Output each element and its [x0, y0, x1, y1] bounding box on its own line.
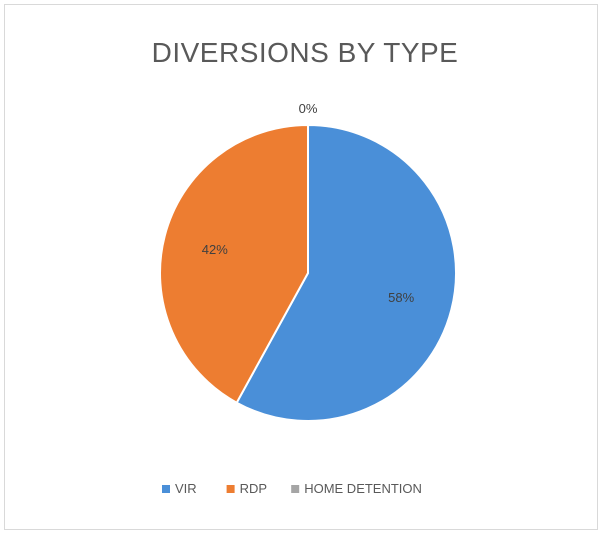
data-label-rdp: 42%	[202, 242, 228, 257]
chart-legend: VIR RDP HOME DETENTION	[162, 481, 422, 496]
legend-swatch-vir	[162, 485, 170, 493]
legend-item-vir: VIR	[162, 481, 197, 496]
pie-slice-rdp	[159, 123, 309, 405]
pie-slices	[159, 123, 457, 422]
legend-label-rdp: RDP	[240, 481, 267, 496]
legend-swatch-rdp	[226, 485, 235, 493]
legend-label-home-detention: HOME DETENTION	[304, 481, 422, 496]
legend-swatch-home-detention	[291, 485, 300, 493]
legend-item-rdp: RDP	[226, 481, 267, 496]
data-label-home-detention: 0%	[299, 101, 318, 116]
legend-item-home-detention: HOME DETENTION	[291, 481, 422, 496]
pie-data-labels: 58% 42% 0%	[202, 101, 415, 305]
data-label-vir: 58%	[388, 290, 414, 305]
pie-slice-vir	[235, 123, 457, 422]
chart-title: DIVERSIONS BY TYPE	[152, 37, 459, 68]
legend-label-vir: VIR	[175, 481, 197, 496]
